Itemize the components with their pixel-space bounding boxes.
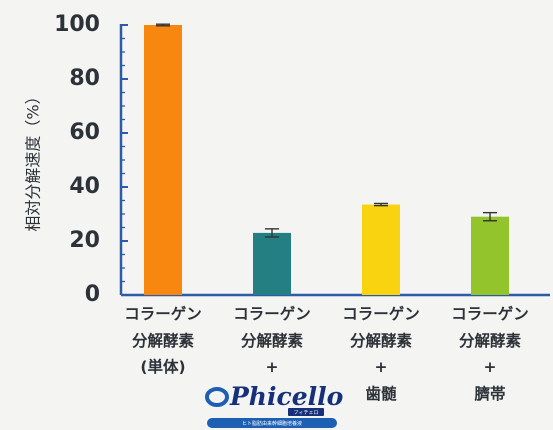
bars <box>144 23 509 295</box>
y-tick-label: 40 <box>69 174 100 199</box>
y-tick-label: 100 <box>54 12 100 37</box>
category-label-line: コラーゲン <box>342 304 420 323</box>
category-label-line: + <box>266 358 279 376</box>
phicello-logo-mark <box>205 387 229 407</box>
category-label-line: 臍帯 <box>474 384 506 403</box>
category-label-line: コラーゲン <box>451 304 529 323</box>
phicello-logo-kana-box <box>288 408 324 416</box>
bar <box>471 216 509 295</box>
y-axis-label: 相対分解速度（%） <box>24 88 43 231</box>
phicello-logo-kana: フィチェロ <box>294 410 319 416</box>
category-label-line: + <box>375 358 388 376</box>
category-label-line: 分解酵素 <box>459 331 522 350</box>
phicello-logo-name: Phicello <box>229 382 343 411</box>
category-label-line: 分解酵素 <box>132 331 195 350</box>
y-tick-label: 60 <box>69 120 100 145</box>
y-axis-ticks: 0 20 40 60 80 100 <box>54 12 128 307</box>
category-label-line: 分解酵素 <box>241 331 304 350</box>
category-label-line: 分解酵素 <box>350 331 413 350</box>
bar <box>253 232 291 295</box>
phicello-logo-tagline: ヒト脂肪由来幹細胞培養液 <box>242 420 302 427</box>
y-tick-label: 20 <box>69 228 100 253</box>
bar <box>144 25 182 295</box>
category-label-line: 歯髄 <box>365 384 397 403</box>
category-label-line: コラーゲン <box>233 304 311 323</box>
phicello-logo: Phicello フィチェロ ヒト脂肪由来幹細胞培養液 <box>205 382 343 428</box>
bar <box>362 204 400 295</box>
y-tick-label: 0 <box>85 282 100 307</box>
phicello-logo-tagline-box <box>207 418 337 428</box>
category-label-line: + <box>484 358 497 376</box>
y-tick-label: 80 <box>69 66 100 91</box>
category-label-line: (単体) <box>140 357 185 376</box>
category-label-line: コラーゲン <box>124 304 202 323</box>
